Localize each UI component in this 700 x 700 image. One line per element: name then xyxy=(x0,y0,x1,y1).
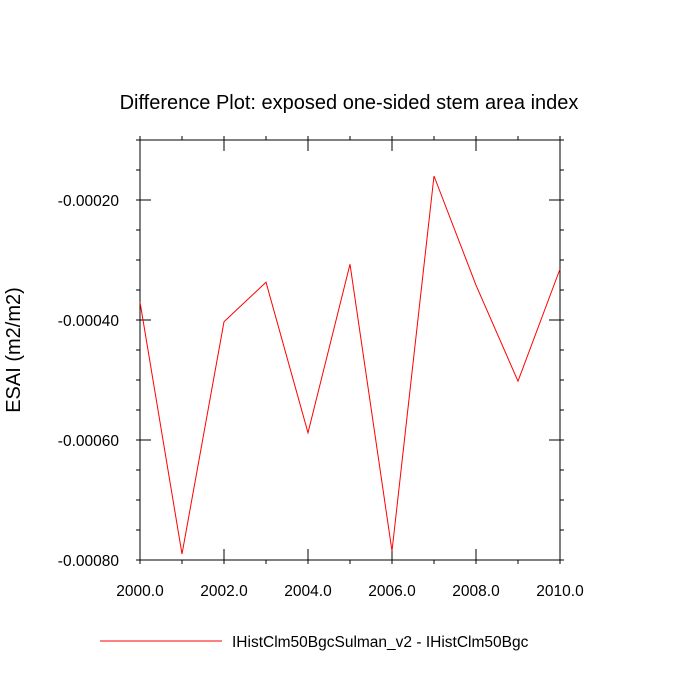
series-line xyxy=(139,175,561,555)
x-tick-label: 2000.0 xyxy=(116,583,164,600)
y-tick-label: -0.00020 xyxy=(58,193,120,210)
y-tick-label: -0.00040 xyxy=(58,313,120,330)
x-tick-label: 2008.0 xyxy=(452,583,500,600)
x-tick-label: 2004.0 xyxy=(284,583,332,600)
chart-title: Difference Plot: exposed one-sided stem … xyxy=(120,92,579,114)
plot-frame xyxy=(139,139,561,561)
x-tick-label: 2002.0 xyxy=(200,583,248,600)
series-group xyxy=(139,175,561,555)
y-tick-label: -0.00060 xyxy=(58,433,120,450)
legend-label: IHistClm50BgcSulman_v2 - IHistClm50Bgc xyxy=(232,634,529,651)
y-axis-label: ESAI (m2/m2) xyxy=(3,287,25,413)
legend: IHistClm50BgcSulman_v2 - IHistClm50Bgc xyxy=(100,634,529,651)
x-tick-label: 2006.0 xyxy=(368,583,416,600)
x-tick-label: 2010.0 xyxy=(536,583,584,600)
y-tick-label: -0.00080 xyxy=(58,553,120,570)
axis-ticks: 2000.0 2002.0 2004.0 2006.0 2008.0 2010.0 -0.0… xyxy=(58,136,584,600)
